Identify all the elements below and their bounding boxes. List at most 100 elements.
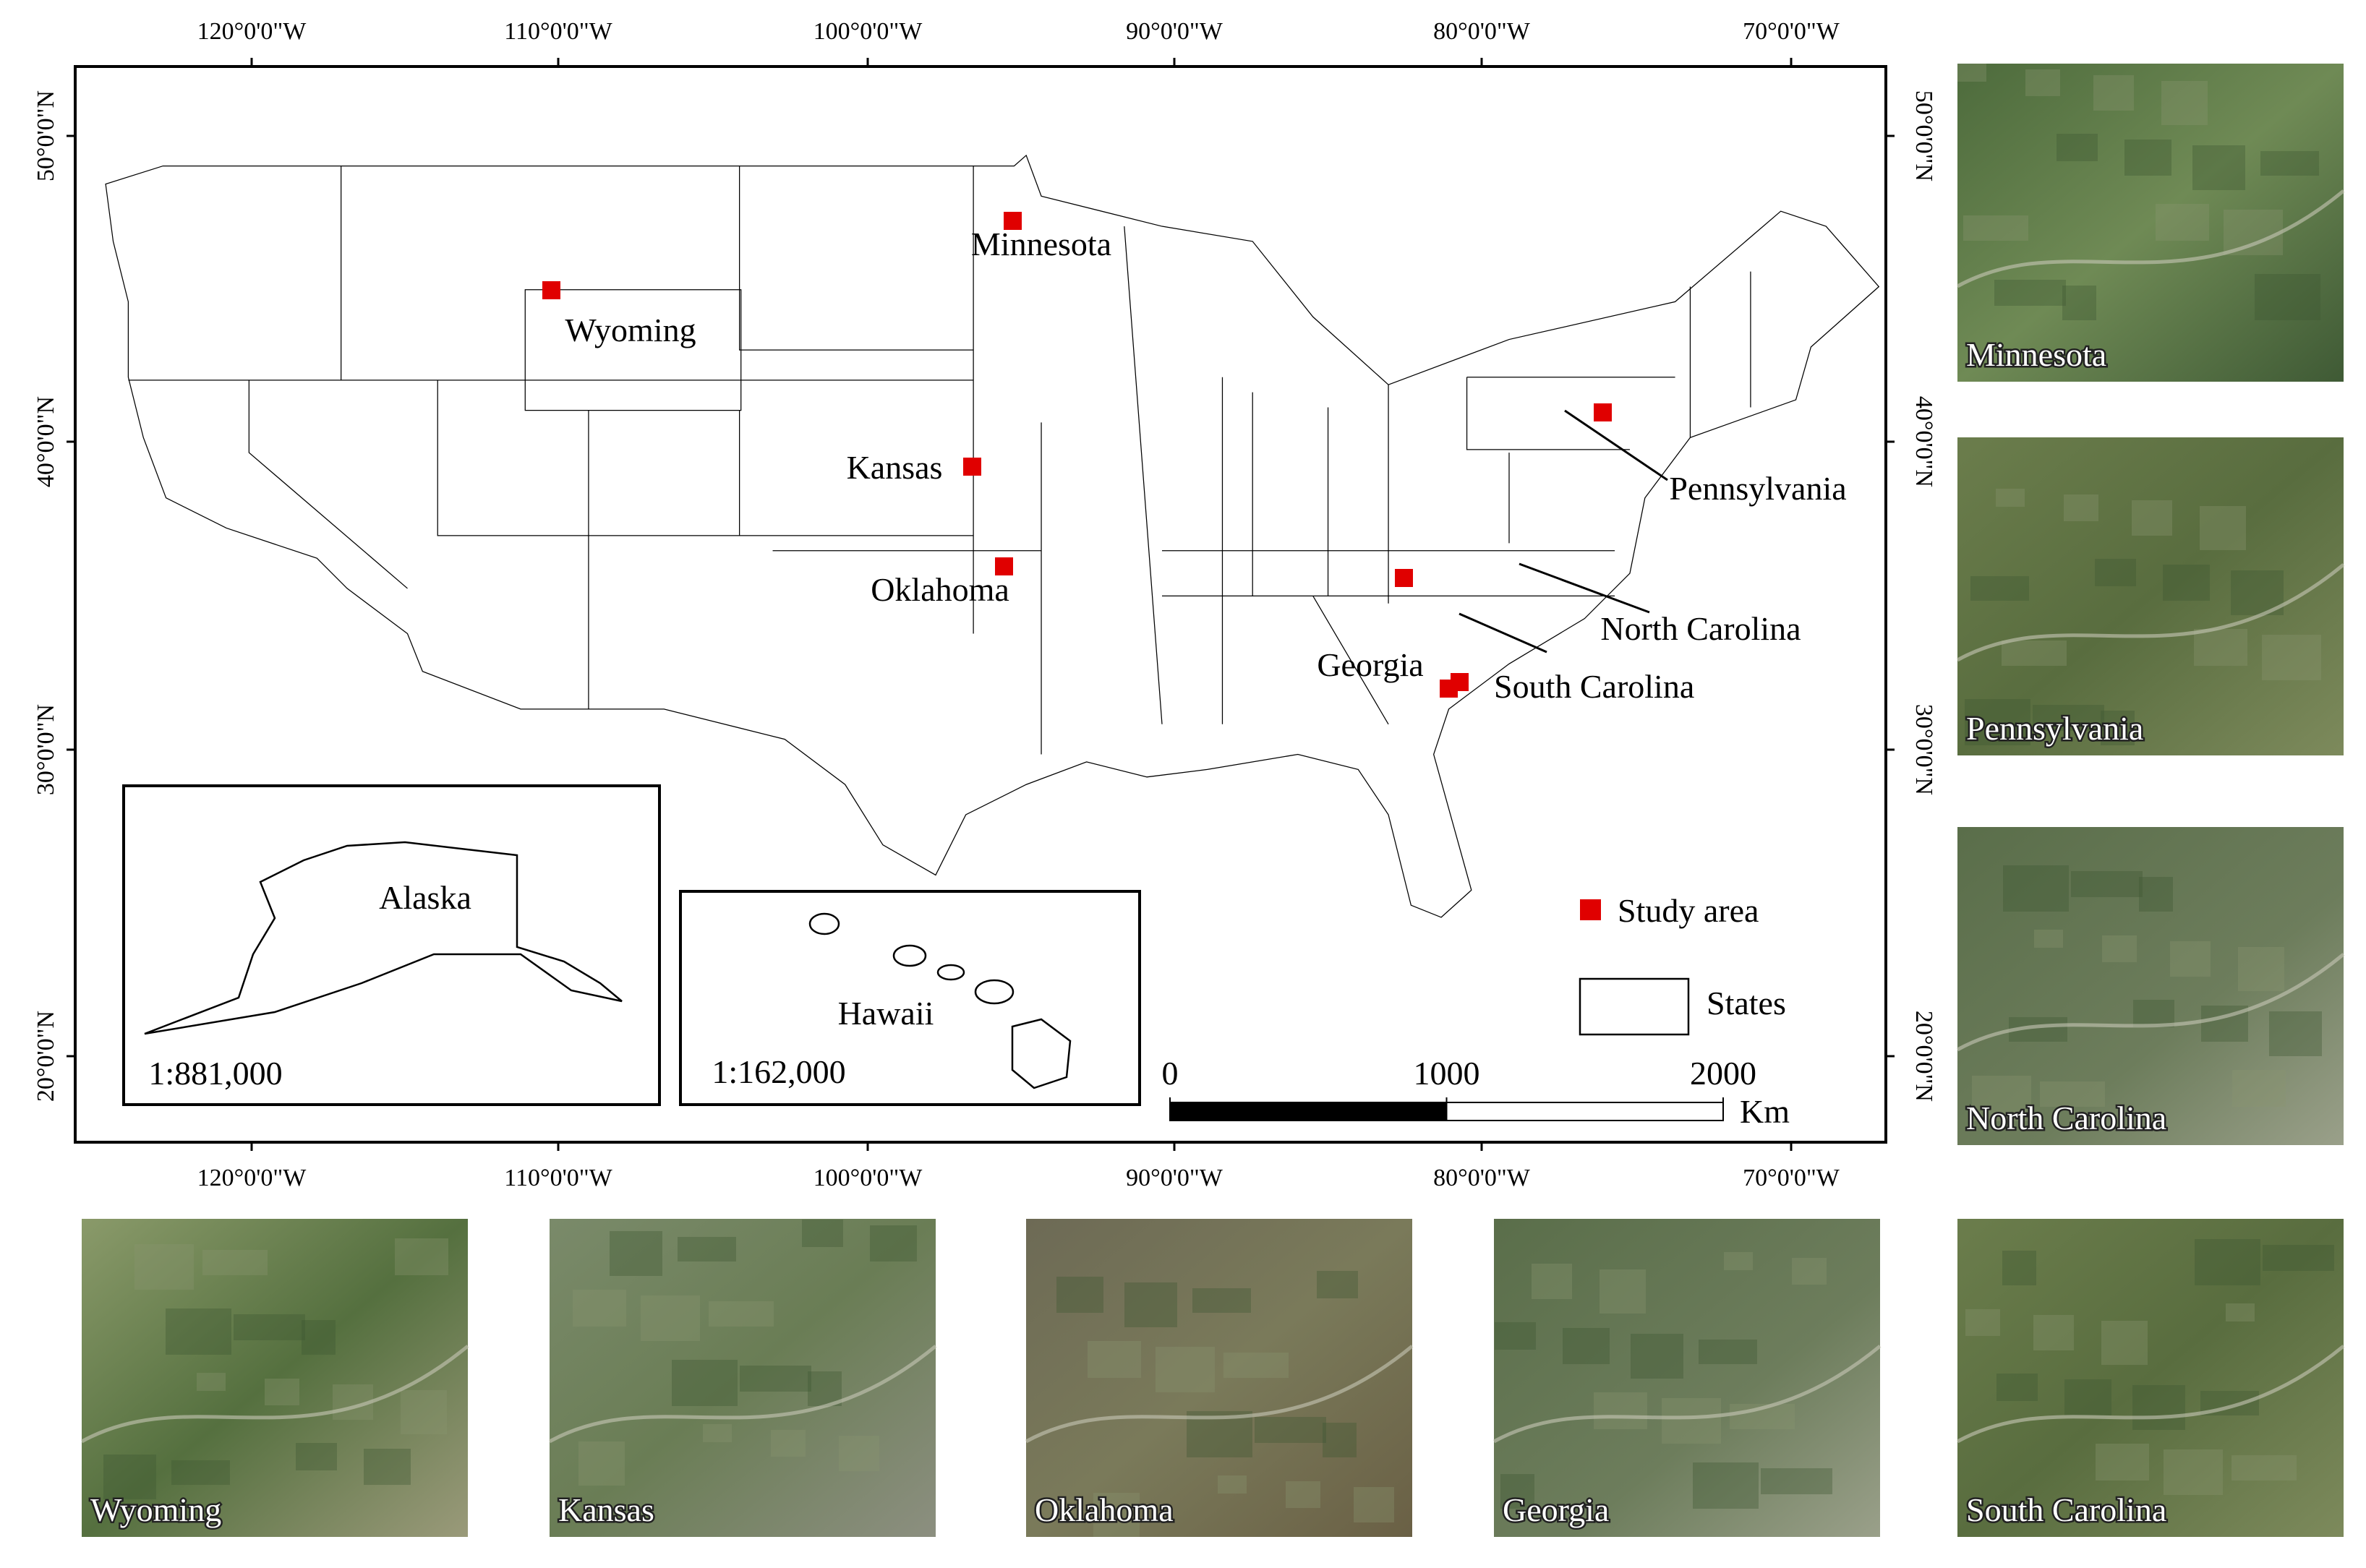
photo-texture [80,1345,469,1444]
aerial-photo [550,1219,936,1537]
legend-label: States [1707,985,1786,1021]
photo-texture [2057,134,2098,161]
aerial-photo [1957,1219,2344,1537]
inset-label: Alaska [379,879,471,916]
photo-texture [364,1449,411,1485]
state-label: Minnesota [971,226,1111,262]
photo-texture [2164,1449,2223,1495]
photo-texture [802,1220,843,1247]
photo-texture [1662,1398,1721,1444]
scale-label: 0 [1162,1055,1179,1092]
photo-texture [1963,215,2028,241]
photo-texture [870,1225,917,1261]
photo-label: Georgia [1503,1491,1609,1528]
legend-swatch [1579,977,1690,1036]
photo-texture [2262,635,2321,680]
photo-texture [2033,1315,2074,1350]
photo-texture [2161,81,2208,125]
lat-label: 30°0'0"N [1910,704,1937,795]
photo-texture [578,1441,625,1486]
photo-texture [1594,1392,1647,1429]
lon-label: 70°0'0"W [1743,18,1840,45]
photo-texture [1956,953,2345,1052]
photo-texture [1957,64,1986,82]
leader-lines [1459,409,1668,654]
photo-label: North Carolina [1966,1100,2166,1136]
aerial-photo [1026,1219,1412,1537]
photo-texture [1965,1309,2000,1336]
photo-texture [1996,489,2025,507]
lat-label: 30°0'0"N [33,704,59,795]
photo-texture [2101,711,2135,745]
photo-texture [740,1366,811,1392]
photo-texture [2238,947,2284,991]
photo-label: South Carolina [1966,1491,2166,1528]
state-label: Wyoming [565,312,696,348]
photo-label: Pennsylvania [1966,710,2143,747]
photo-texture [1724,1252,1753,1270]
photo-texture [709,1301,774,1327]
state-label: South Carolina [1494,668,1694,705]
photo-texture [1093,1493,1140,1537]
lat-label: 40°0'0"N [1910,396,1937,487]
us-outline [105,154,1880,918]
photo-texture [548,1345,937,1444]
photo-texture [1500,1474,1534,1509]
photo-texture [2269,1011,2322,1056]
photo-texture [1792,1258,1827,1285]
legend-marker [1580,899,1601,920]
scale-label: 1000 [1414,1055,1480,1092]
photo-texture [2003,865,2069,912]
photo-texture [1996,1374,2038,1401]
photo-texture [1693,1462,1759,1509]
photo-texture [2133,1000,2174,1027]
photo-texture [2194,629,2247,666]
photo-texture [2255,274,2320,320]
photo-texture [171,1460,230,1485]
photo-texture [166,1308,231,1355]
lat-label: 50°0'0"N [33,90,59,181]
photo-texture [1761,1468,1832,1494]
photo-texture [1025,1345,1414,1444]
photo-texture [2200,506,2246,550]
photo-label: Minnesota [1966,336,2106,373]
photo-texture [1317,1271,1358,1298]
photo-texture [2002,1251,2036,1285]
inset-scale: 1:881,000 [148,1055,282,1092]
lon-label: 80°0'0"W [1433,1165,1531,1191]
lon-label: 90°0'0"W [1126,1165,1223,1191]
photo-texture [1223,1353,1289,1378]
photo-texture [610,1231,662,1276]
photo-texture [1956,1345,2345,1444]
aerial-photo [1957,437,2344,755]
alaska-shape [144,841,623,1035]
photo-texture [1970,576,2029,601]
aerial-photo [1957,64,2344,382]
photo-texture [1600,1269,1646,1314]
photo-texture [2163,565,2210,601]
state-label: Pennsylvania [1669,470,1846,507]
lat-label: 20°0'0"N [33,1011,59,1102]
state-label: Oklahoma [871,571,1009,608]
photo-texture [1972,1076,2031,1121]
photo-texture [771,1430,806,1457]
scale-unit: Km [1740,1093,1790,1130]
photo-texture [2124,140,2171,176]
state-label: North Carolina [1600,610,1801,647]
photo-texture [678,1237,736,1261]
photo-texture [2156,204,2209,241]
photo-texture [2033,705,2104,731]
conus [105,154,1880,918]
photo-texture [1965,699,2030,745]
photo-texture [2132,500,2172,536]
photo-texture [1563,1328,1610,1364]
scale-segment [1169,1102,1448,1121]
photo-texture [2095,559,2136,586]
photo-texture [2064,1379,2111,1415]
photo-texture [2040,1081,2105,1107]
photo-texture [1056,1277,1103,1313]
photo-texture [401,1390,447,1434]
photo-texture [2260,151,2319,176]
photo-label: Wyoming [90,1491,221,1528]
lon-label: 110°0'0"W [504,1165,612,1191]
